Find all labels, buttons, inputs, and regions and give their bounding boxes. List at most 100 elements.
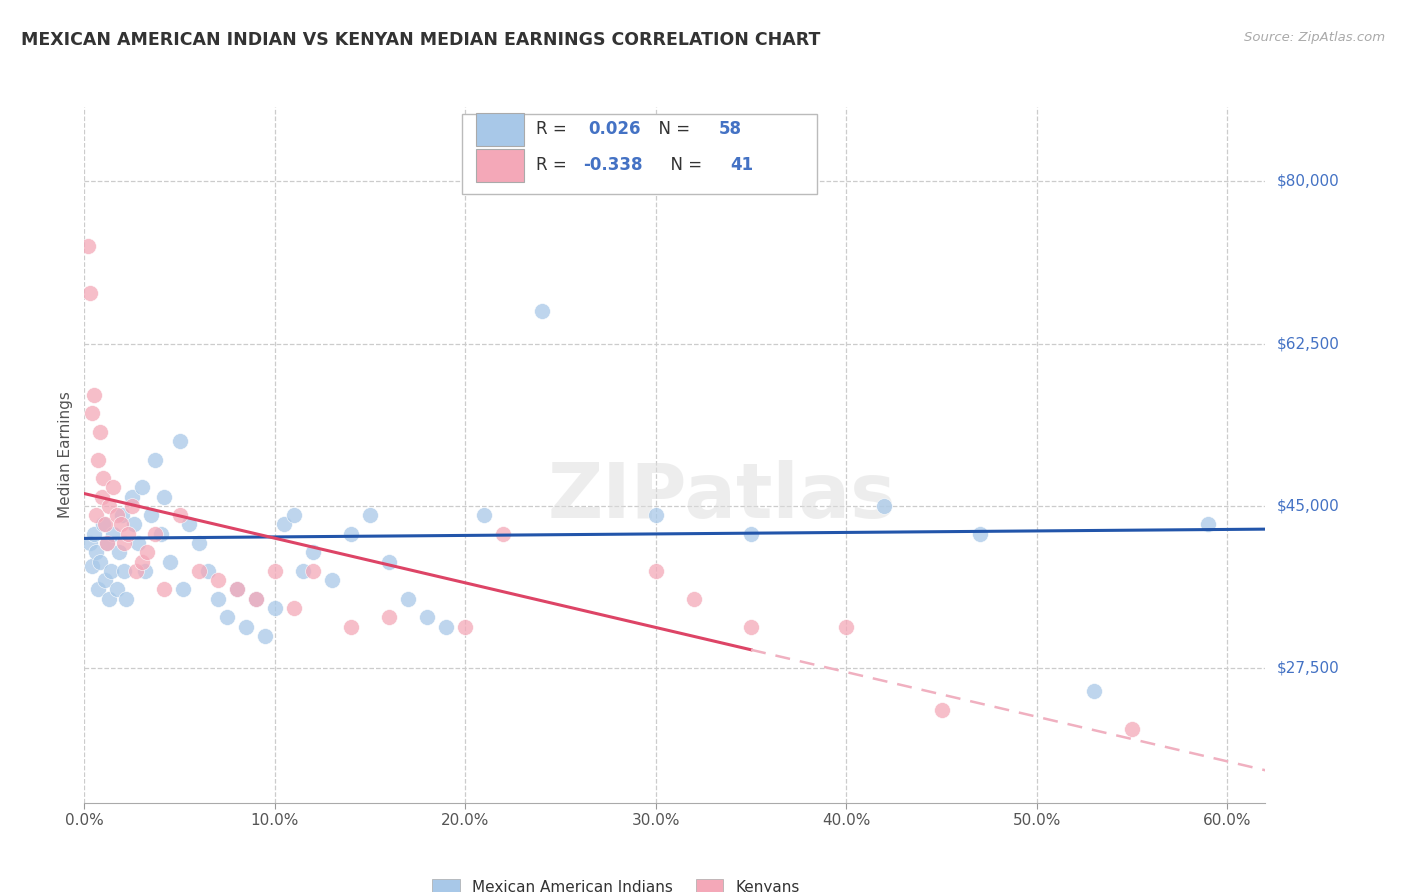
Point	[143, 452, 166, 467]
Point	[77, 239, 100, 253]
Point	[474, 508, 496, 523]
Point	[740, 619, 762, 633]
Point	[378, 610, 401, 624]
Point	[94, 573, 117, 587]
Text: $80,000: $80,000	[1277, 174, 1340, 189]
Point	[235, 619, 257, 633]
Point	[96, 536, 118, 550]
Point	[134, 564, 156, 578]
Point	[283, 601, 305, 615]
Point	[112, 536, 135, 550]
Point	[225, 582, 247, 597]
Point	[644, 508, 666, 523]
Point	[105, 582, 128, 597]
Point	[86, 582, 108, 597]
Point	[245, 591, 267, 606]
Point	[121, 490, 143, 504]
Point	[492, 526, 515, 541]
Text: $62,500: $62,500	[1277, 336, 1340, 351]
Point	[93, 471, 115, 485]
Point	[292, 564, 315, 578]
Point	[79, 536, 101, 550]
Point	[107, 545, 129, 559]
Point	[321, 573, 343, 587]
Bar	[477, 112, 523, 146]
Text: 58: 58	[718, 120, 741, 138]
Point	[83, 526, 105, 541]
Point	[254, 629, 277, 643]
Point	[139, 508, 162, 523]
Point	[127, 536, 149, 550]
Point	[117, 526, 139, 541]
Text: R =: R =	[536, 156, 571, 174]
Point	[100, 564, 122, 578]
Point	[283, 508, 305, 523]
Point	[94, 517, 117, 532]
Point	[101, 480, 124, 494]
Point	[263, 601, 285, 615]
Point	[1197, 517, 1219, 532]
Text: 0.026: 0.026	[589, 120, 641, 138]
Point	[931, 703, 953, 717]
FancyBboxPatch shape	[463, 114, 817, 194]
Point	[93, 517, 115, 532]
Point	[169, 434, 191, 448]
Point	[98, 499, 121, 513]
Point	[83, 387, 105, 401]
Point	[115, 591, 138, 606]
Point	[263, 564, 285, 578]
Point	[136, 545, 159, 559]
Point	[969, 526, 991, 541]
Point	[273, 517, 295, 532]
Point	[340, 526, 363, 541]
Text: $27,500: $27,500	[1277, 661, 1340, 676]
Point	[169, 508, 191, 523]
Point	[90, 490, 112, 504]
Point	[110, 517, 132, 532]
Point	[835, 619, 858, 633]
Point	[101, 526, 124, 541]
Text: MEXICAN AMERICAN INDIAN VS KENYAN MEDIAN EARNINGS CORRELATION CHART: MEXICAN AMERICAN INDIAN VS KENYAN MEDIAN…	[21, 31, 821, 49]
Point	[149, 526, 172, 541]
Text: Source: ZipAtlas.com: Source: ZipAtlas.com	[1244, 31, 1385, 45]
Point	[302, 564, 325, 578]
Point	[131, 555, 153, 569]
Text: ZIPatlas: ZIPatlas	[548, 459, 897, 533]
Point	[153, 582, 176, 597]
Y-axis label: Median Earnings: Median Earnings	[58, 392, 73, 518]
Text: $45,000: $45,000	[1277, 499, 1340, 514]
Point	[159, 555, 181, 569]
Text: -0.338: -0.338	[582, 156, 643, 174]
Point	[359, 508, 381, 523]
Point	[80, 406, 103, 420]
Point	[122, 517, 145, 532]
Text: 41: 41	[730, 156, 754, 174]
Point	[125, 564, 148, 578]
Point	[396, 591, 419, 606]
Text: N =: N =	[648, 120, 695, 138]
Point	[96, 536, 118, 550]
Point	[378, 555, 401, 569]
Point	[121, 499, 143, 513]
Point	[89, 425, 111, 439]
Point	[179, 517, 201, 532]
Point	[434, 619, 457, 633]
Point	[79, 285, 101, 300]
Point	[84, 545, 107, 559]
Point	[84, 508, 107, 523]
Point	[187, 536, 209, 550]
Point	[873, 499, 896, 513]
Point	[416, 610, 439, 624]
Point	[89, 555, 111, 569]
Point	[530, 304, 553, 318]
Point	[207, 591, 229, 606]
Point	[1121, 722, 1143, 736]
Point	[207, 573, 229, 587]
Point	[112, 564, 135, 578]
Point	[644, 564, 666, 578]
Point	[131, 480, 153, 494]
Point	[197, 564, 219, 578]
Point	[86, 452, 108, 467]
Point	[683, 591, 706, 606]
Point	[143, 526, 166, 541]
